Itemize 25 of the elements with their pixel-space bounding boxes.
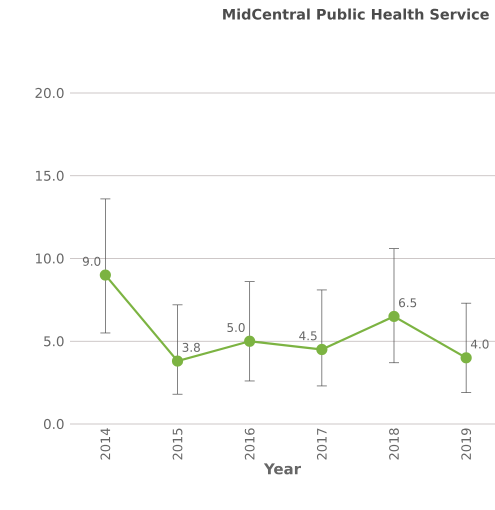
point: [100, 269, 111, 281]
data-label: 4.5: [299, 331, 316, 340]
point: [388, 310, 400, 322]
y-tick-label: 5.0: [44, 336, 64, 346]
point: [172, 356, 183, 367]
data-label: 6.5: [398, 298, 416, 308]
data-label: 4.0: [470, 340, 488, 349]
y-tick-label: 10.0: [36, 253, 64, 264]
x-tick-label: 2018: [388, 428, 399, 460]
x-tick-label: 2014: [100, 428, 110, 460]
x-tick-label: 2016: [244, 428, 254, 460]
y-tick-label: 20.0: [35, 88, 64, 98]
point: [460, 352, 472, 364]
x-tick-label: 2015: [172, 428, 182, 460]
point: [244, 336, 256, 347]
y-tick-label: 0.0: [44, 418, 64, 430]
x-tick-label: 2019: [461, 428, 471, 460]
point: [316, 344, 328, 356]
data-label: 5.0: [227, 323, 244, 332]
y-tick-label: 15.0: [36, 170, 64, 181]
x-axis-title: Year: [264, 463, 301, 474]
data-label: 9.0: [82, 256, 100, 266]
chart-title: MidCentral Public Health Service: [222, 8, 489, 20]
x-tick-label: 2017: [316, 428, 327, 460]
data-label: 3.8: [182, 342, 200, 352]
